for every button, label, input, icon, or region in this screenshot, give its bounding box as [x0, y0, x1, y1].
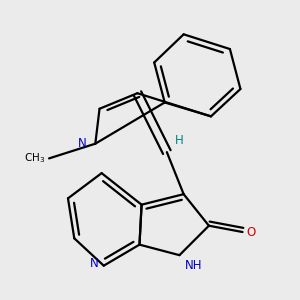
Text: N: N	[78, 137, 87, 150]
Text: H: H	[175, 134, 184, 147]
Text: NH: NH	[184, 260, 202, 272]
Text: CH$_3$: CH$_3$	[24, 152, 45, 165]
Text: O: O	[247, 226, 256, 238]
Text: N: N	[90, 257, 99, 271]
